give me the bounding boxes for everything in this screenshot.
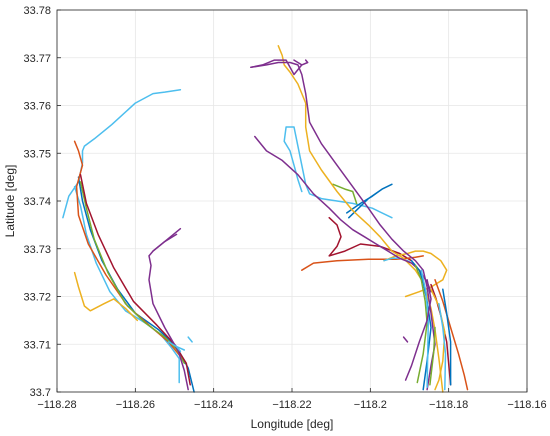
track-line-22 [402,336,409,343]
track-line-24 [414,264,428,384]
track-line-28 [434,279,469,391]
series-group [62,45,469,393]
x-tick-label: −118.16 [507,399,546,411]
track-line-11 [346,183,393,219]
track-line-14 [301,255,424,271]
x-tick-label: −118.2 [354,399,387,411]
track-line-29 [430,288,446,391]
x-tick-label: −118.28 [37,399,76,411]
track-line-26 [404,279,432,381]
y-tick-label: 33.75 [23,148,51,160]
track-line-19 [250,59,303,76]
x-tick-label: −118.18 [429,399,468,411]
track-line-9 [152,227,182,252]
x-axis-label: Longitude [deg] [251,417,334,431]
y-tick-label: 33.74 [23,196,51,208]
x-tick-label: −118.24 [194,399,233,411]
track-line-20 [293,59,309,66]
track-line-6 [79,173,191,386]
track-line-35 [175,345,182,353]
track-line-30 [438,302,447,391]
y-tick-label: 33.73 [23,244,51,256]
y-tick-label: 33.76 [23,101,51,113]
y-tick-label: 33.71 [23,339,51,351]
track-line-13 [328,216,413,262]
track-line-34 [187,336,193,343]
track-line-7 [73,271,139,322]
track-line-18 [250,61,436,391]
x-tick-label: −118.26 [116,399,155,411]
y-axis-label: Latitude [deg] [3,165,17,238]
track-line-25 [420,269,430,388]
track-line-31 [442,288,452,386]
track-line-2 [73,185,180,384]
tick-group: −118.28 −118.26 −118.24 −118.22 −118.2 −118.1… [23,5,546,411]
y-tick-label: 33.78 [23,5,51,17]
y-tick-label: 33.77 [23,53,51,65]
track-line-10 [283,126,393,219]
x-tick-label: −118.22 [272,399,311,411]
y-tick-label: 33.72 [23,292,51,304]
track-line-32 [429,326,436,386]
y-tick-label: 33.7 [30,387,51,399]
track-line-12 [332,183,358,205]
